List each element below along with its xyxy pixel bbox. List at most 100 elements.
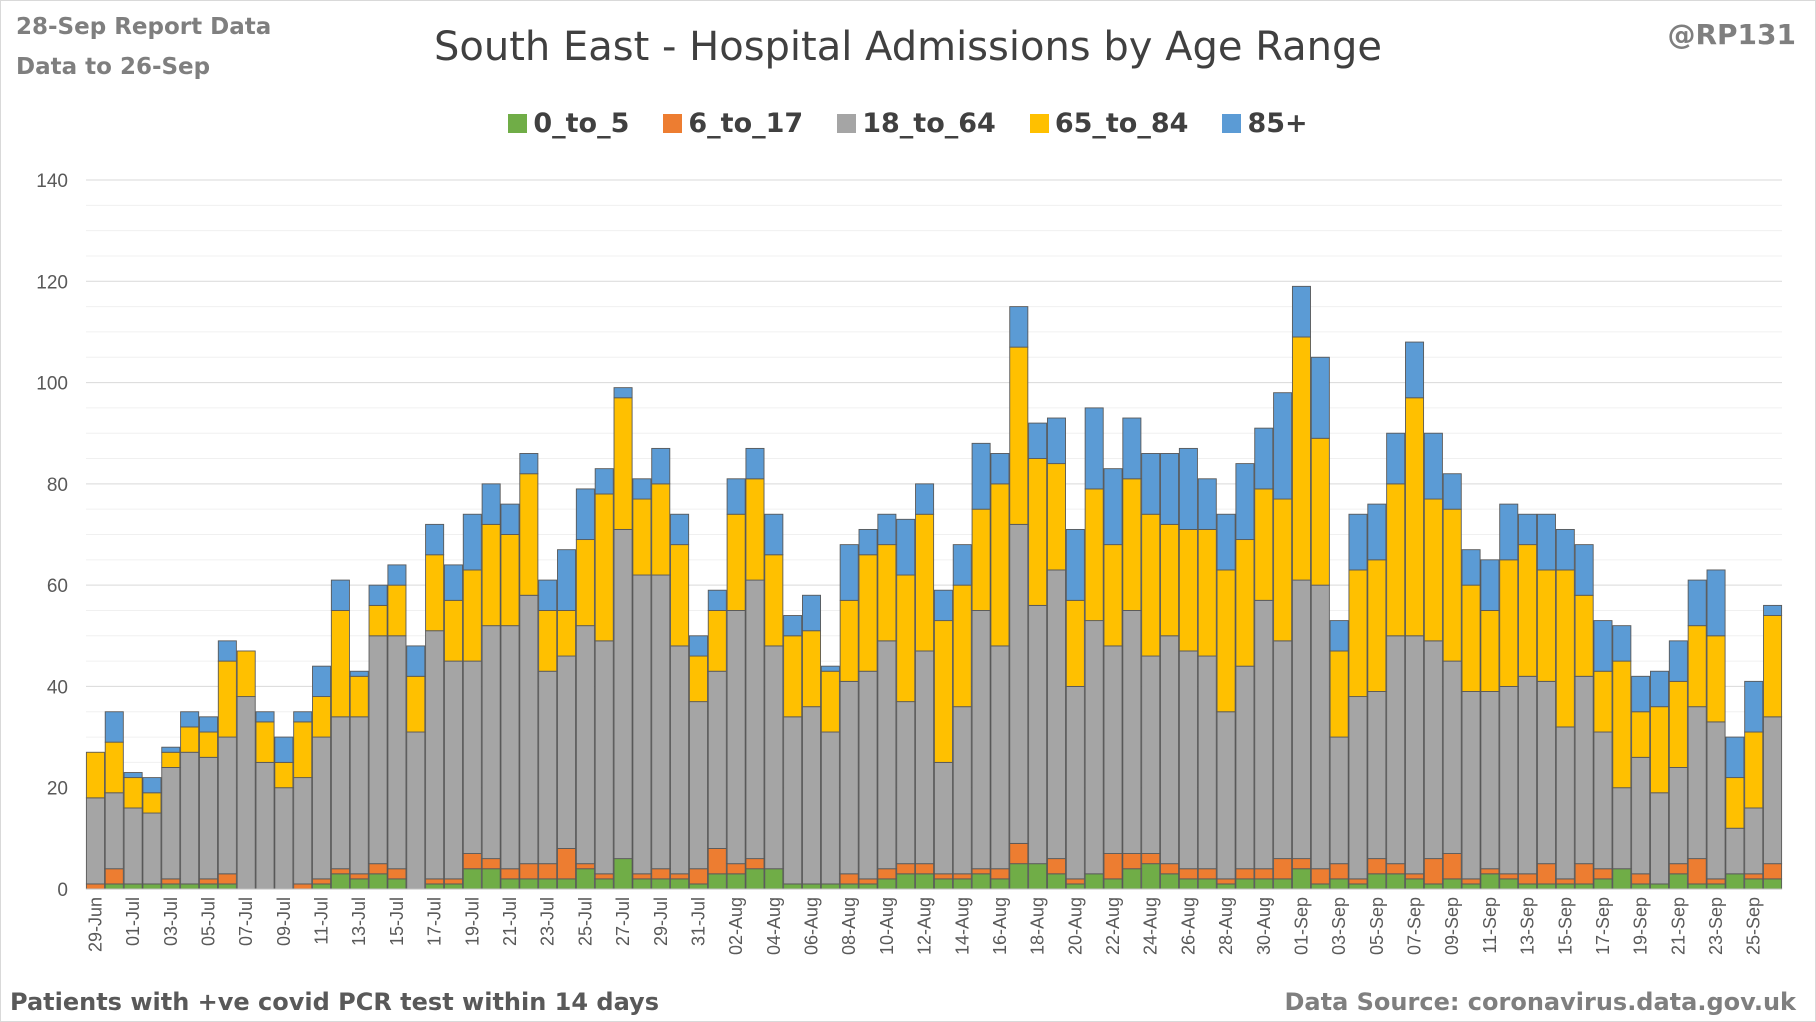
bar-segment-65-to-84: [443, 599, 463, 662]
bar-segment-85-plus: [670, 513, 690, 546]
bar-segment-18-to-64: [1367, 691, 1387, 860]
bar-segment-6-to-17: [1310, 868, 1330, 885]
bar-segment-6-to-17: [1367, 858, 1387, 875]
bar-segment-65-to-84: [1178, 528, 1198, 652]
bar-segment-0-to-5: [575, 868, 595, 890]
bar-segment-65-to-84: [236, 650, 256, 698]
x-tick-label: 21-Sep: [1668, 897, 1688, 955]
bar-segment-18-to-64: [1744, 807, 1764, 875]
x-tick-label: 04-Aug: [764, 897, 784, 955]
x-tick-label: 05-Jul: [199, 897, 219, 946]
bar-segment-18-to-64: [312, 736, 332, 880]
bar-segment-0-to-5: [500, 878, 520, 890]
bar-segment-6-to-17: [745, 858, 765, 870]
bar-segment-18-to-64: [1084, 620, 1104, 875]
bar-segment-65-to-84: [1687, 625, 1707, 708]
bar-segment-0-to-5: [1725, 873, 1745, 890]
bar-segment-0-to-5: [1367, 873, 1387, 890]
bar-segment-65-to-84: [198, 731, 218, 758]
bar-segment-65-to-84: [952, 584, 972, 708]
bar-segment-85-plus: [858, 528, 878, 556]
x-tick-label: 06-Aug: [802, 897, 822, 955]
bar-segment-65-to-84: [877, 544, 897, 642]
x-tick-label: 18-Aug: [1028, 897, 1048, 955]
bar-segment-6-to-17: [1461, 878, 1481, 885]
bar-segment-6-to-17: [443, 878, 463, 885]
bar-segment-18-to-64: [1348, 696, 1368, 880]
bar-segment-65-to-84: [1631, 711, 1651, 758]
x-tick-label: 11-Sep: [1480, 897, 1500, 954]
bar-segment-6-to-17: [1235, 868, 1255, 880]
bar-segment-85-plus: [877, 513, 897, 546]
bar-segment-18-to-64: [538, 670, 558, 865]
bar-segment-85-plus: [651, 447, 671, 485]
bar-segment-6-to-17: [425, 878, 445, 885]
x-tick-label: 09-Sep: [1442, 897, 1462, 955]
bar-segment-18-to-64: [990, 645, 1010, 870]
bar-segment-65-to-84: [1650, 706, 1670, 794]
x-tick-label: 26-Aug: [1178, 897, 1198, 955]
bar-segment-18-to-64: [1480, 691, 1500, 870]
bar-segment-18-to-64: [1103, 645, 1123, 854]
bar-segment-65-to-84: [1386, 483, 1406, 637]
bar-segment-18-to-64: [1631, 756, 1651, 875]
footnote-criteria: Patients with +ve covid PCR test within …: [10, 988, 659, 1016]
bar-segment-85-plus: [1291, 285, 1311, 338]
bar-segment-18-to-64: [1405, 635, 1425, 875]
bar-segment-65-to-84: [990, 483, 1010, 647]
bar-segment-6-to-17: [707, 848, 727, 875]
bar-segment-65-to-84: [142, 792, 162, 814]
bar-segment-18-to-64: [688, 701, 708, 870]
bar-segment-65-to-84: [330, 610, 350, 718]
bar-segment-6-to-17: [1386, 863, 1406, 875]
bar-segment-0-to-5: [1310, 883, 1330, 890]
bar-segment-0-to-5: [198, 883, 218, 890]
bar-segment-65-to-84: [104, 741, 124, 794]
bar-segment-85-plus: [745, 447, 765, 480]
y-tick-label: 140: [36, 171, 68, 192]
bar-segment-0-to-5: [1273, 878, 1293, 890]
bar-segment-18-to-64: [255, 761, 275, 890]
bar-segment-6-to-17: [1160, 863, 1180, 875]
bar-segment-18-to-64: [1763, 716, 1783, 865]
bar-segment-65-to-84: [707, 610, 727, 672]
bar-segment-85-plus: [1423, 432, 1443, 500]
bar-segment-18-to-64: [557, 655, 577, 849]
bar-segment-65-to-84: [632, 498, 652, 576]
bar-segment-6-to-17: [1744, 873, 1764, 880]
bar-segment-85-plus: [1348, 513, 1368, 571]
bar-segment-85-plus: [820, 665, 840, 672]
legend-label-6-to-17: 6_to_17: [688, 108, 804, 139]
report-date-label: 28-Sep Report Data: [16, 14, 272, 40]
bar-segment-6-to-17: [519, 863, 539, 880]
bar-segment-85-plus: [1367, 503, 1387, 561]
bar-segment-6-to-17: [1499, 873, 1519, 880]
bar-segment-0-to-5: [1536, 883, 1556, 890]
bar-segment-65-to-84: [368, 604, 388, 637]
bar-segment-0-to-5: [1574, 883, 1594, 890]
bar-segment-65-to-84: [312, 696, 332, 738]
bar-segment-85-plus: [1725, 736, 1745, 779]
bar-segment-18-to-64: [1122, 610, 1142, 855]
bar-segment-0-to-5: [1386, 873, 1406, 890]
bar-segment-6-to-17: [217, 873, 237, 885]
bar-segment-18-to-64: [1197, 655, 1217, 870]
bar-segment-6-to-17: [1668, 863, 1688, 875]
bar-segment-0-to-5: [312, 883, 332, 890]
bar-segment-18-to-64: [85, 797, 105, 885]
x-tick-label: 29-Jul: [651, 897, 671, 946]
bar-segment-85-plus: [368, 584, 388, 606]
bar-segment-85-plus: [971, 442, 991, 510]
bar-segment-85-plus: [387, 564, 407, 586]
bar-segment-0-to-5: [217, 883, 237, 890]
bar-segment-65-to-84: [1235, 539, 1255, 667]
bar-segment-18-to-64: [349, 716, 369, 875]
bar-segment-85-plus: [198, 716, 218, 733]
bar-segment-18-to-64: [764, 645, 784, 870]
bar-segment-6-to-17: [1009, 842, 1029, 865]
y-tick-label: 120: [36, 272, 68, 293]
bar-segment-0-to-5: [519, 878, 539, 890]
bar-segment-85-plus: [1763, 604, 1783, 616]
bar-segment-6-to-17: [1254, 868, 1274, 880]
bar-segment-0-to-5: [1405, 878, 1425, 890]
